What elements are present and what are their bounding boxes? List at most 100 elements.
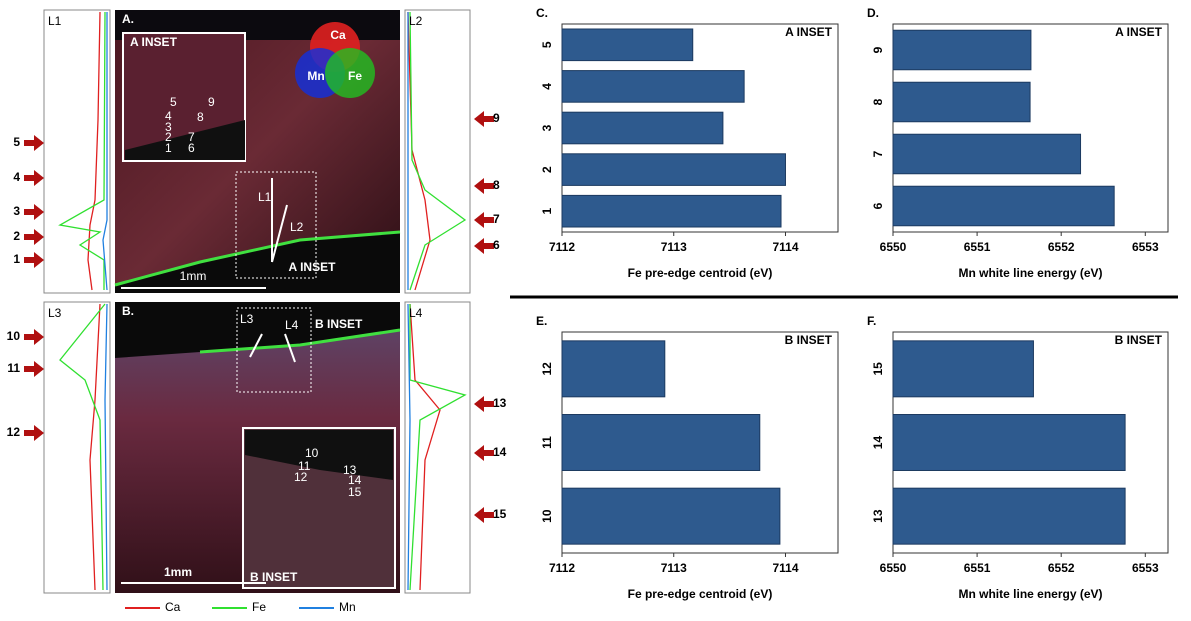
x-tick-label: 6550	[880, 561, 907, 575]
line-label: L3	[240, 312, 254, 326]
panel-label: D.	[867, 6, 879, 20]
line-label: L1	[258, 190, 272, 204]
x-tick-label: 6553	[1132, 240, 1159, 254]
x-tick-label: 6550	[880, 240, 907, 254]
bar	[562, 195, 781, 227]
profile-label: L1	[48, 14, 62, 28]
y-tick-label: 15	[871, 362, 885, 376]
x-tick-label: 6552	[1048, 561, 1075, 575]
point-label: 8	[197, 110, 204, 124]
arrow-label: 13	[493, 396, 507, 410]
arrow-label: 6	[493, 238, 500, 252]
y-tick-label: 2	[540, 166, 554, 173]
arrow	[24, 170, 44, 186]
x-tick-label: 7114	[772, 240, 798, 254]
point-label: 15	[348, 485, 362, 499]
y-tick-label: 14	[871, 436, 885, 450]
bar	[562, 415, 760, 471]
y-tick-label: 7	[871, 150, 885, 157]
arrow-label: 5	[13, 135, 20, 149]
x-axis-title: Mn white line energy (eV)	[958, 587, 1102, 601]
arrow-label: 9	[493, 111, 500, 125]
x-tick-label: 7114	[772, 561, 798, 575]
bar	[893, 488, 1125, 544]
arrow-label: 14	[493, 445, 507, 459]
bar	[562, 488, 780, 544]
profile-box	[405, 10, 470, 293]
arrow	[474, 111, 494, 127]
x-axis-title: Fe pre-edge centroid (eV)	[628, 266, 773, 280]
x-tick-label: 7112	[549, 561, 575, 575]
bar	[893, 134, 1081, 174]
y-tick-label: 11	[540, 436, 554, 449]
x-tick-label: 6553	[1132, 561, 1159, 575]
inset-title: A INSET	[130, 35, 178, 49]
x-tick-label: 6552	[1048, 240, 1075, 254]
arrow	[24, 229, 44, 245]
profile-box	[405, 302, 470, 593]
panel-label: A.	[122, 12, 134, 26]
arrow	[474, 212, 494, 228]
y-tick-label: 3	[540, 124, 554, 131]
line-label: L2	[290, 220, 304, 234]
arrow	[474, 445, 494, 461]
arrow-label: 2	[13, 229, 20, 243]
y-tick-label: 6	[871, 202, 885, 209]
arrow	[24, 361, 44, 377]
y-tick-label: 13	[871, 509, 885, 523]
arrow-label: 12	[7, 425, 21, 439]
panel-label: C.	[536, 6, 548, 20]
point-label: 6	[188, 141, 195, 155]
arrow	[24, 204, 44, 220]
arrow-label: 3	[13, 204, 20, 218]
bar	[893, 82, 1030, 122]
bar	[562, 29, 693, 61]
x-axis-title: Mn white line energy (eV)	[958, 266, 1102, 280]
profile-box	[44, 10, 110, 293]
scale-label: 1mm	[164, 565, 192, 579]
bar	[562, 71, 744, 103]
y-tick-label: 12	[540, 362, 554, 376]
arrow-label: 8	[493, 178, 500, 192]
y-tick-label: 8	[871, 98, 885, 105]
inset-label: A INSET	[1115, 25, 1163, 39]
bar	[893, 30, 1031, 70]
inset-label: B INSET	[1115, 333, 1163, 347]
y-tick-label: 10	[540, 509, 554, 523]
bar	[893, 341, 1033, 397]
arrow-label: 7	[493, 212, 500, 226]
line-label: L4	[285, 318, 299, 332]
venn-label: Mn	[307, 69, 324, 83]
profile-label: L3	[48, 306, 62, 320]
y-tick-label: 5	[540, 41, 554, 48]
x-axis-title: Fe pre-edge centroid (eV)	[628, 587, 773, 601]
inset-label: B INSET	[785, 333, 833, 347]
profile-label: L4	[409, 306, 423, 320]
arrow	[24, 135, 44, 151]
panel-label: F.	[867, 314, 876, 328]
arrow	[474, 238, 494, 254]
y-tick-label: 4	[540, 83, 554, 90]
arrow-label: 10	[7, 329, 21, 343]
inset-label: A INSET	[289, 260, 337, 274]
bar	[562, 112, 723, 144]
x-tick-label: 6551	[964, 240, 991, 254]
y-tick-label: 1	[540, 208, 554, 215]
arrow	[474, 507, 494, 523]
x-tick-label: 7113	[661, 240, 687, 254]
point-label: 10	[305, 446, 319, 460]
arrow-label: 1	[13, 252, 20, 266]
point-label: 12	[294, 470, 308, 484]
panel-label: B.	[122, 304, 134, 318]
legend-label: Fe	[252, 600, 266, 614]
arrow	[24, 425, 44, 441]
arrow-label: 4	[13, 170, 20, 184]
legend-label: Mn	[339, 600, 356, 614]
x-tick-label: 7113	[661, 561, 687, 575]
arrow	[474, 178, 494, 194]
arrow	[24, 329, 44, 345]
bar	[893, 186, 1114, 226]
x-tick-label: 7112	[549, 240, 575, 254]
profile-label: L2	[409, 14, 423, 28]
arrow	[474, 396, 494, 412]
